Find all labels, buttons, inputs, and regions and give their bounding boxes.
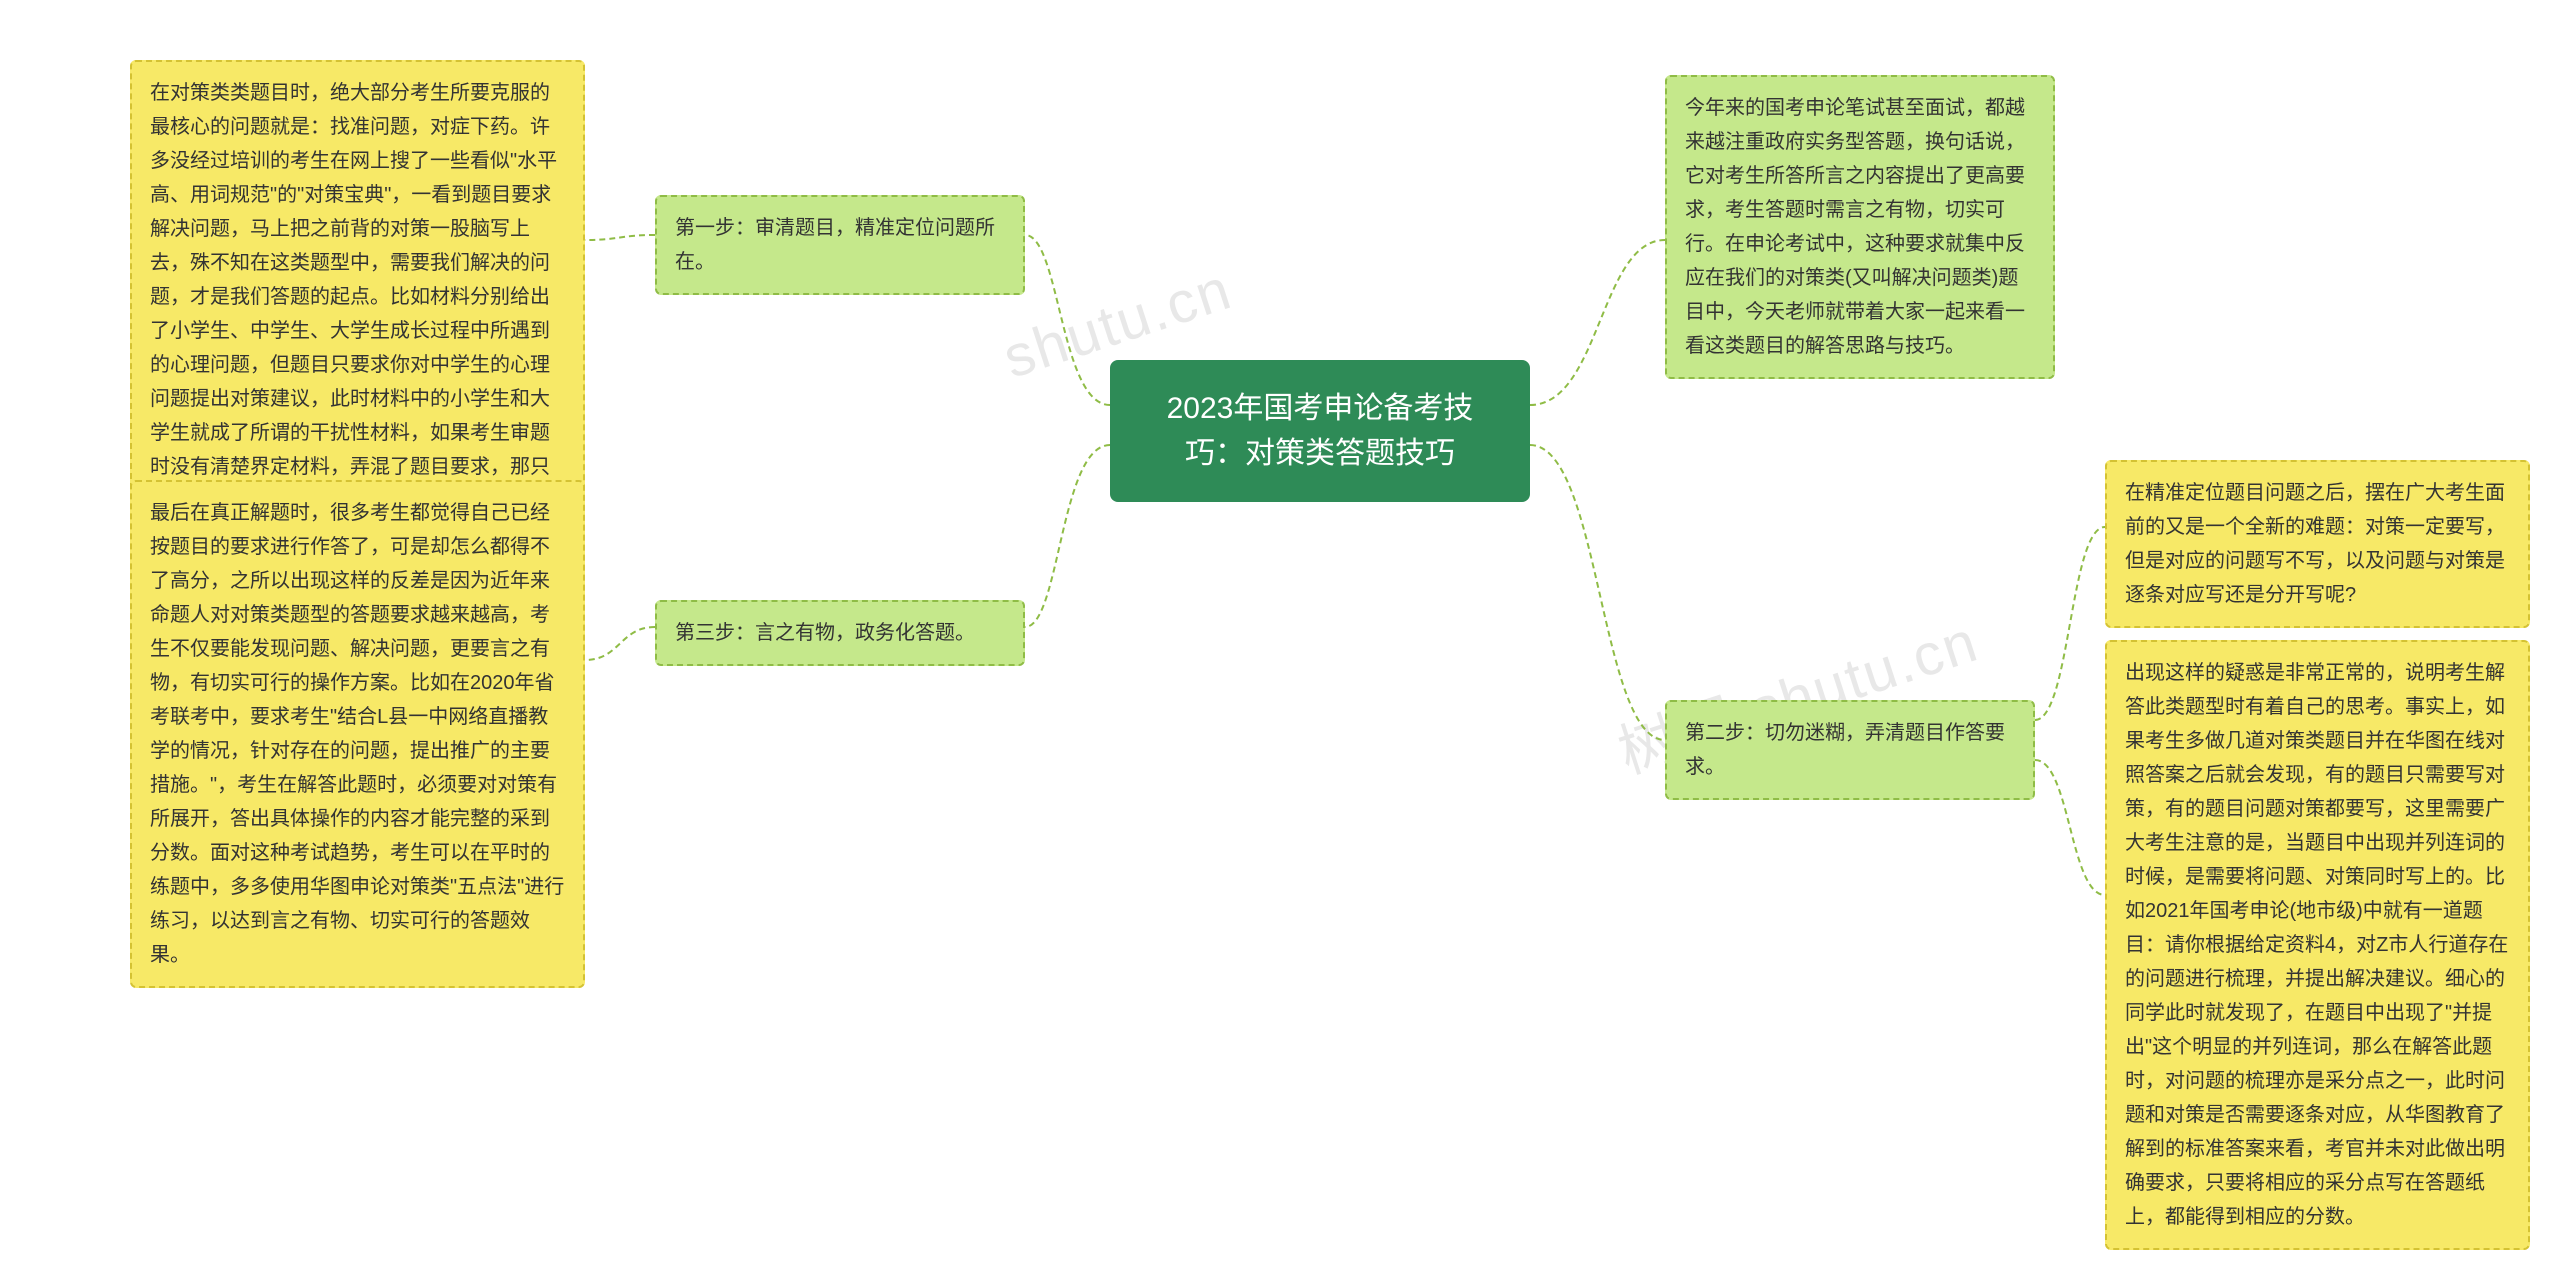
branch-intro[interactable]: 今年来的国考申论笔试甚至面试，都越来越注重政府实务型答题，换句话说，它对考生所答… — [1665, 75, 2055, 379]
branch-step2[interactable]: 第二步：切勿迷糊，弄清题目作答要求。 — [1665, 700, 2035, 800]
leaf-step3[interactable]: 最后在真正解题时，很多考生都觉得自己已经按题目的要求进行作答了，可是却怎么都得不… — [130, 480, 585, 988]
leaf-step2b[interactable]: 出现这样的疑惑是非常正常的，说明考生解答此类题型时有着自己的思考。事实上，如果考… — [2105, 640, 2530, 1250]
branch-step3[interactable]: 第三步：言之有物，政务化答题。 — [655, 600, 1025, 666]
branch-step1[interactable]: 第一步：审清题目，精准定位问题所在。 — [655, 195, 1025, 295]
leaf-step2a[interactable]: 在精准定位题目问题之后，摆在广大考生面前的又是一个全新的难题：对策一定要写，但是… — [2105, 460, 2530, 628]
center-node[interactable]: 2023年国考申论备考技巧：对策类答题技巧 — [1110, 360, 1530, 502]
